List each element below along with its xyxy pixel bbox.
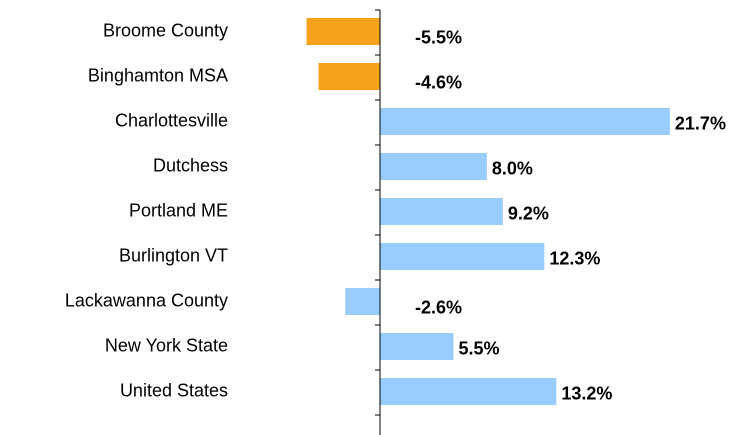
bar <box>380 153 487 180</box>
bar <box>380 243 545 270</box>
bar <box>380 378 557 405</box>
bar <box>318 63 380 90</box>
category-label: United States <box>120 380 228 400</box>
category-label: Binghamton MSA <box>88 65 228 85</box>
bar <box>306 18 380 45</box>
value-label: 8.0% <box>492 158 533 178</box>
value-label: 12.3% <box>549 248 600 268</box>
value-label: 5.5% <box>458 338 499 358</box>
category-label: Portland ME <box>129 200 228 220</box>
category-label: Broome County <box>103 20 228 40</box>
category-label: Dutchess <box>153 155 228 175</box>
bar <box>380 333 454 360</box>
bar <box>380 198 503 225</box>
value-label: -4.6% <box>415 72 462 92</box>
value-label: 13.2% <box>561 383 612 403</box>
value-label: 21.7% <box>675 113 726 133</box>
category-label: Burlington VT <box>119 245 228 265</box>
value-label: -2.6% <box>415 297 462 317</box>
value-label: 9.2% <box>508 203 549 223</box>
value-label: -5.5% <box>415 27 462 47</box>
category-label: New York State <box>105 335 228 355</box>
bar <box>380 108 670 135</box>
category-label: Lackawanna County <box>65 290 228 310</box>
category-label: Charlottesville <box>115 110 228 130</box>
bar <box>345 288 380 315</box>
